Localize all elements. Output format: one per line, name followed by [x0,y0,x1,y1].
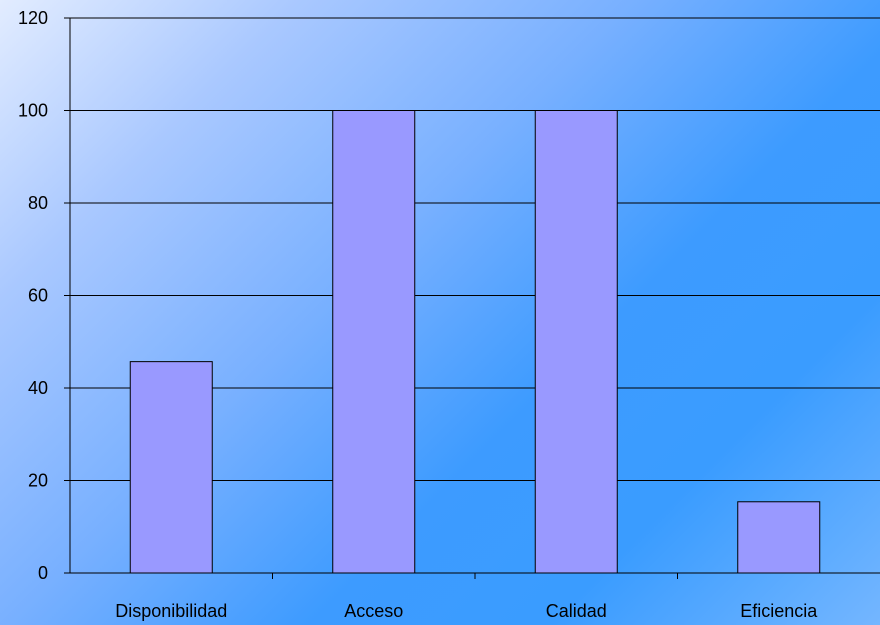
y-tick-label: 40 [28,378,48,398]
y-tick-label: 60 [28,286,48,306]
bars [129,110,821,574]
x-tick-label: Disponibilidad [115,601,227,621]
y-tick-label: 0 [38,563,48,583]
y-tick-label: 120 [18,8,48,28]
y-tick-label: 80 [28,193,48,213]
x-tick-label: Acceso [344,601,403,621]
axes [64,17,880,579]
x-tick-label: Calidad [546,601,607,621]
bar-eficiencia [737,501,821,574]
bar-acceso [332,110,416,574]
bar-disponibilidad [129,361,213,574]
x-tick-label: Eficiencia [740,601,818,621]
y-tick-label: 20 [28,471,48,491]
y-axis-tick-labels: 0 20 40 60 80 100 120 [18,8,48,583]
bar-calidad [534,110,618,574]
y-tick-label: 100 [18,101,48,121]
x-axis-tick-labels: Disponibilidad Acceso Calidad Eficiencia [115,601,818,621]
